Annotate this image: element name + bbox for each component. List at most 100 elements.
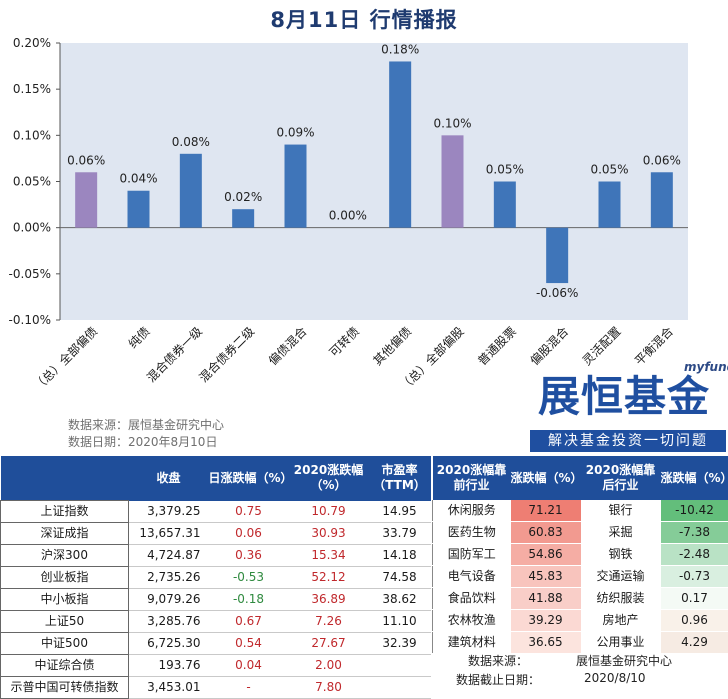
- bottom-industry: 银行: [581, 500, 661, 522]
- x-tick-label: （总）全部偏债: [30, 324, 100, 394]
- x-tick-label: 混合债券二级: [196, 324, 258, 386]
- top-industry-change: 45.83: [511, 566, 581, 588]
- day-change: 0.04: [209, 655, 289, 677]
- close-value: 13,657.31: [129, 523, 209, 545]
- bottom-industry-change: -7.38: [661, 522, 728, 544]
- close-value: 3,379.25: [129, 501, 209, 523]
- bar: [180, 154, 202, 228]
- bar: [651, 172, 673, 227]
- top-industry-change: 60.83: [511, 522, 581, 544]
- data-label: 0.02%: [224, 190, 262, 204]
- close-value: 193.76: [129, 655, 209, 677]
- bar: [389, 61, 411, 227]
- industry-table: 2020涨幅靠前行业 涨跌幅（%） 2020涨幅靠后行业 涨跌幅（%） 休闲服务…: [432, 456, 728, 654]
- bottom-industry: 公用事业: [581, 632, 661, 654]
- data-label: 0.08%: [172, 135, 210, 149]
- x-tick-label: 普通股票: [475, 324, 519, 368]
- header-cell: 2020涨跌幅（%）: [289, 456, 369, 501]
- close-value: 4,724.87: [129, 545, 209, 567]
- top-industry: 建筑材料: [433, 632, 511, 654]
- pe-value: [369, 677, 431, 699]
- data-label: 0.05%: [486, 163, 524, 177]
- day-change: -0.53: [209, 567, 289, 589]
- bottom-industry: 房地产: [581, 610, 661, 632]
- data-label: 0.06%: [643, 153, 681, 167]
- ytd-change: 52.12: [289, 567, 369, 589]
- pe-value: 38.62: [369, 589, 431, 611]
- footer-date-label: 数据截止日期：: [456, 671, 540, 688]
- bottom-industry: 钢铁: [581, 544, 661, 566]
- top-industry-change: 71.21: [511, 500, 581, 522]
- footer-source-label: 数据来源：: [468, 652, 528, 669]
- header-cell: 涨跌幅（%）: [511, 456, 581, 500]
- top-industry: 食品饮料: [433, 588, 511, 610]
- bar: [546, 228, 568, 283]
- day-change: 0.75: [209, 501, 289, 523]
- pe-value: 74.58: [369, 567, 431, 589]
- data-label: 0.04%: [119, 172, 157, 186]
- pe-value: [369, 655, 431, 677]
- pe-value: 14.18: [369, 545, 431, 567]
- bar: [128, 191, 150, 228]
- pe-value: 32.39: [369, 633, 431, 655]
- header-cell: 涨跌幅（%）: [661, 456, 728, 500]
- footer-date-value: 2020/8/10: [584, 671, 646, 685]
- header-cell: 2020涨幅靠前行业: [433, 456, 511, 500]
- index-name: 上证指数: [1, 501, 129, 523]
- ytd-change: 10.79: [289, 501, 369, 523]
- header-cell: 2020涨幅靠后行业: [581, 456, 661, 500]
- industry-table-header: 2020涨幅靠前行业 涨跌幅（%） 2020涨幅靠后行业 涨跌幅（%）: [433, 456, 728, 500]
- top-industry-change: 41.88: [511, 588, 581, 610]
- bar: [232, 209, 254, 227]
- bottom-industry-change: 0.17: [661, 588, 728, 610]
- day-change: 0.36: [209, 545, 289, 567]
- x-tick-label: 可转债: [326, 324, 362, 360]
- header-cell: [1, 456, 129, 501]
- day-change: -0.18: [209, 589, 289, 611]
- data-label: 0.09%: [276, 126, 314, 140]
- bar: [442, 135, 464, 227]
- bottom-industry-change: 0.96: [661, 610, 728, 632]
- bar: [494, 182, 516, 228]
- data-label: 0.18%: [381, 42, 419, 56]
- bar-chart: 0.20%0.15%0.10%0.05%0.00%-0.05%-0.10%0.0…: [0, 0, 728, 420]
- top-industry: 农林牧渔: [433, 610, 511, 632]
- index-table-header: 收盘 日涨跌幅（%） 2020涨跌幅（%） 市盈率（TTM）: [1, 456, 431, 501]
- bottom-industry: 采掘: [581, 522, 661, 544]
- x-tick-label: 平衡混合: [631, 324, 676, 369]
- data-label: 0.06%: [67, 153, 105, 167]
- top-industry-change: 54.86: [511, 544, 581, 566]
- pe-value: 11.10: [369, 611, 431, 633]
- top-industry-change: 36.65: [511, 632, 581, 654]
- close-value: 3,453.01: [129, 677, 209, 699]
- logo-tagline: 解决基金投资一切问题: [530, 430, 726, 452]
- day-change: 0.54: [209, 633, 289, 655]
- index-name: 上证50: [1, 611, 129, 633]
- ytd-change: 15.34: [289, 545, 369, 567]
- top-industry: 医药生物: [433, 522, 511, 544]
- x-tick-label: 混合债券一级: [143, 324, 205, 386]
- index-name: 中证500: [1, 633, 129, 655]
- data-label: 0.00%: [329, 209, 367, 223]
- x-tick-label: 偏股混合: [527, 324, 572, 369]
- bar: [285, 145, 307, 228]
- index-name: 沪深300: [1, 545, 129, 567]
- data-label: 0.05%: [590, 163, 628, 177]
- source-text: 数据来源：展恒基金研究中心: [68, 416, 224, 433]
- bottom-industry: 纺织服装: [581, 588, 661, 610]
- pe-value: 14.95: [369, 501, 431, 523]
